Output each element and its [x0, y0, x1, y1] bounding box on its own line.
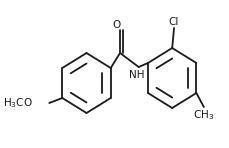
- Text: O: O: [112, 20, 120, 30]
- Text: Cl: Cl: [169, 17, 179, 27]
- Text: CH$_3$: CH$_3$: [193, 108, 214, 122]
- Text: NH: NH: [129, 70, 144, 80]
- Text: H$_3$CO: H$_3$CO: [3, 96, 33, 110]
